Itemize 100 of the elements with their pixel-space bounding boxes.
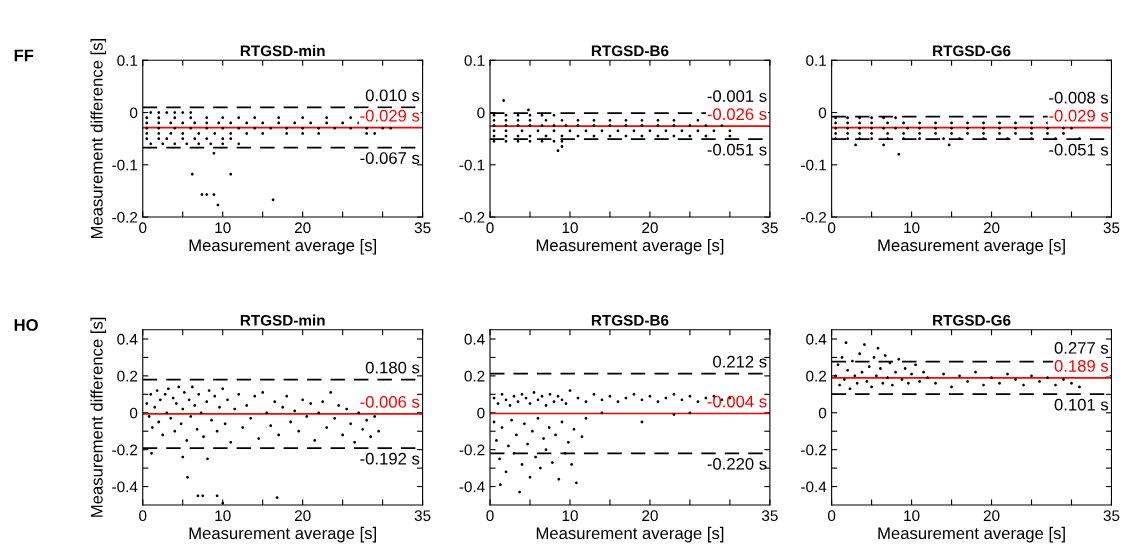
ref-line-label: -0.006 s (360, 396, 420, 408)
point (1014, 378, 1017, 381)
x-tick-label: 10 (215, 222, 231, 234)
y-tick-label: 0.2 (464, 370, 485, 382)
point (903, 367, 907, 370)
y-tick-label: -0.1 (112, 159, 138, 171)
y-tick-label: 0.2 (806, 370, 826, 382)
point (844, 341, 848, 345)
ref-line-label: -0.029 s (360, 109, 420, 122)
y-tick-label: -0.4 (801, 481, 827, 493)
x-tick-label: 10 (904, 510, 920, 522)
y-tick-label: 0.2 (117, 370, 138, 382)
point (934, 381, 937, 385)
x-tick-label: 0 (139, 222, 147, 234)
point (918, 380, 921, 383)
point (958, 374, 961, 378)
point (876, 346, 880, 350)
point (872, 356, 876, 359)
point (1030, 374, 1033, 378)
x-tick-label: 20 (294, 510, 311, 522)
ref-line-label: -0.192 s (360, 452, 420, 465)
y-tick-label: -0.1 (459, 159, 485, 171)
ref-line-label: 0.010 s (365, 89, 420, 102)
x-tick-label: 20 (983, 510, 1000, 522)
y-tick-label: 0 (130, 407, 138, 419)
ref-line-label: 0.212 s (713, 355, 767, 368)
point (883, 354, 887, 357)
y-tick-label: 0 (477, 107, 485, 119)
y-tick-label: -0.2 (801, 211, 826, 223)
point (910, 372, 913, 376)
point (1022, 383, 1025, 387)
y-tick-label: 0.4 (117, 333, 138, 345)
x-tick-label: 10 (562, 510, 578, 522)
ref-line-label: -0.008 s (1049, 91, 1109, 104)
ref-line-label: 0.277 s (1054, 341, 1109, 354)
y-tick-label: 0.4 (464, 333, 485, 345)
point (863, 343, 866, 346)
y-tick-label: -0.2 (459, 211, 485, 223)
point (1038, 380, 1041, 383)
y-tick-label: 0.4 (806, 333, 827, 345)
point (894, 370, 897, 374)
x-axis-title: Measurement average [s] (536, 526, 724, 543)
chart-title: RTGSD-G6 (933, 45, 1011, 57)
ref-line-label: -0.029 s (1049, 109, 1109, 122)
y-axis-title: Measurement difference [s] (90, 39, 107, 239)
x-tick-label: 10 (215, 510, 231, 522)
point (1006, 372, 1009, 376)
point (914, 363, 917, 367)
x-tick-label: 20 (294, 222, 311, 234)
ref-line-label: 0.101 s (1054, 398, 1109, 411)
point (891, 383, 894, 387)
point (843, 378, 846, 381)
ref-line-label: -0.004 s (707, 395, 767, 408)
point (926, 376, 929, 380)
point (870, 385, 873, 389)
x-tick-label: 0 (486, 222, 494, 234)
point (855, 381, 859, 385)
point (838, 383, 842, 387)
ref-line-label: 0.189 s (1054, 360, 1109, 372)
chart-title: RTGSD-G6 (933, 314, 1011, 326)
point (906, 381, 910, 385)
point (875, 374, 878, 378)
ref-line-label: -0.001 s (707, 90, 767, 102)
y-axis-title: Measurement difference [s] (90, 317, 107, 517)
x-tick-label: 10 (904, 222, 920, 234)
y-tick-label: 0.1 (806, 55, 827, 66)
point (1062, 378, 1065, 381)
x-tick-label: 0 (827, 510, 836, 522)
ref-line-label: -0.067 s (360, 152, 420, 164)
point (1070, 381, 1073, 385)
chart-title: RTGSD-min (240, 45, 325, 57)
point (1054, 383, 1057, 387)
ref-line-label: -0.051 s (1049, 143, 1109, 156)
point (846, 368, 849, 372)
y-tick-label: -0.2 (801, 444, 826, 456)
chart-title: RTGSD-B6 (591, 314, 669, 326)
point (886, 376, 889, 380)
point (974, 370, 977, 374)
point (950, 385, 953, 389)
point (982, 383, 985, 387)
x-tick-label: 35 (761, 510, 778, 522)
ref-line-label: -0.026 s (707, 108, 767, 121)
chart-title: RTGSD-B6 (591, 45, 669, 57)
x-axis-title: Measurement average [s] (536, 238, 724, 255)
point (865, 380, 869, 383)
y-tick-label: -0.1 (801, 159, 827, 171)
y-tick-label: 0 (130, 107, 138, 119)
y-tick-label: 0 (818, 107, 827, 119)
point (966, 380, 969, 383)
x-axis-title: Measurement average [s] (878, 526, 1065, 543)
point (998, 381, 1001, 385)
y-tick-label: -0.2 (112, 444, 138, 456)
point (1046, 376, 1049, 380)
y-tick-label: 0 (477, 407, 485, 419)
point (858, 352, 861, 356)
point (1078, 385, 1081, 389)
x-tick-label: 20 (642, 222, 658, 234)
point (922, 370, 925, 374)
y-tick-label: -0.2 (459, 444, 485, 456)
text: FF (14, 49, 34, 62)
